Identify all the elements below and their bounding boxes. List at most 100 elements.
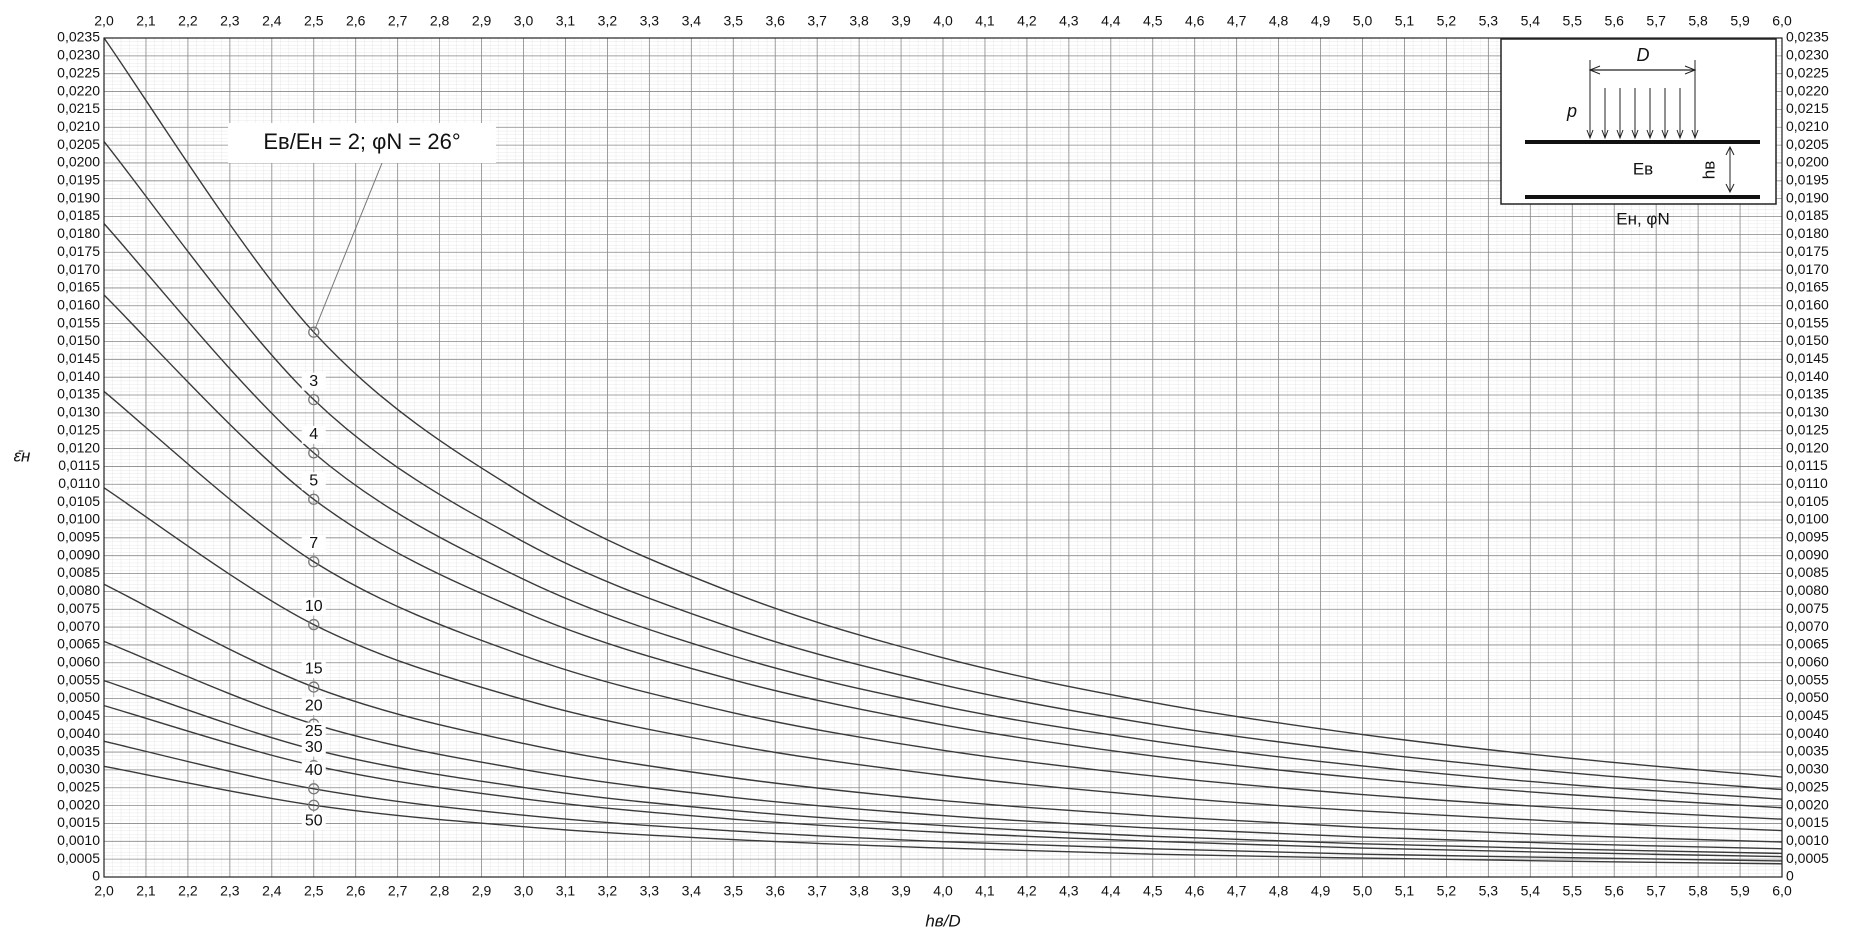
y-tick-label-right: 0,0140 [1786,368,1829,384]
y-tick-label-right: 0,0060 [1786,653,1829,669]
y-tick-label-right: 0,0135 [1786,386,1829,402]
y-tick-label-right: 0,0130 [1786,404,1829,420]
x-tick-label-top: 4,9 [1311,13,1331,29]
y-tick-label: 0,0060 [57,653,100,669]
thickness-arrow [1725,145,1735,194]
curve-marker [308,556,320,568]
y-tick-label: 0,0005 [57,850,100,866]
dimension-arrows [1588,65,1697,75]
y-tick-label: 0,0210 [57,118,100,134]
curve-marker [308,783,320,795]
y-tick-label-right: 0,0225 [1786,64,1829,80]
y-tick-label: 0,0110 [58,475,100,491]
x-tick-label: 2,4 [262,883,282,899]
y-tick-label-right: 0,0215 [1786,100,1829,116]
x-tick-label-top: 4,3 [1059,13,1079,29]
series-label: 15 [305,660,323,677]
x-tick-label-top: 2,5 [304,13,324,29]
x-tick-label-top: 4,7 [1227,13,1247,29]
y-tick-label: 0,0185 [57,207,100,223]
y-tick-label-right: 0,0235 [1786,29,1829,45]
y-tick-label-right: 0,0195 [1786,172,1829,188]
y-tick-label-right: 0,0025 [1786,778,1829,794]
x-tick-label-top: 2,6 [346,13,366,29]
y-tick-label: 0,0015 [57,814,100,830]
x-tick-label-top: 2,3 [220,13,240,29]
y-tick-label: 0,0020 [57,796,100,812]
y-tick-label: 0,0050 [57,689,100,705]
plot-frame [103,37,1783,878]
x-tick-label-top: 4,6 [1185,13,1205,29]
y-tick-label-right: 0,0200 [1786,154,1829,170]
y-tick-label-right: 0,0020 [1786,796,1829,812]
x-tick-label: 4,3 [1059,883,1079,899]
y-tick-label: 0,0115 [58,457,100,473]
y-tick-label: 0,0170 [57,261,100,277]
x-tick-label: 4,1 [975,883,995,899]
y-tick-label: 0,0205 [57,136,100,152]
y-tick-label-right: 0,0110 [1786,475,1828,491]
x-tick-label-top: 2,2 [178,13,198,29]
y-tick-label-right: 0,0055 [1786,671,1829,687]
x-tick-label-top: 5,6 [1604,13,1624,29]
series-label: 50 [305,812,323,829]
inset-diagram: D p Eв hв Eн, φN [1500,38,1777,228]
x-tick-label-top: 2,1 [136,13,156,29]
y-tick-label-right: 0,0180 [1786,225,1829,241]
x-tick-label-top: 3,4 [682,13,702,29]
x-tick-label: 5,8 [1688,883,1708,899]
y-tick-label: 0,0065 [57,636,100,652]
x-tick-label: 6,0 [1772,883,1792,899]
x-tick-label: 5,0 [1353,883,1373,899]
x-tick-label: 2,1 [136,883,156,899]
y-tick-label-right: 0,0050 [1786,689,1829,705]
y-tick-label-right: 0,0085 [1786,564,1829,580]
y-tick-label: 0,0225 [57,64,100,80]
curve [103,487,1783,832]
y-tick-label-right: 0,0090 [1786,546,1829,562]
series-label-bg [301,534,326,553]
series-label-bg [301,660,326,679]
series-label-bg [301,697,326,716]
curve-marker [308,681,320,693]
curve-marker [308,447,320,459]
y-tick-label: 0,0025 [57,778,100,794]
series-label-bg [301,812,326,831]
series-label: 25 [305,723,323,740]
y-axis-title: ε̄н [14,446,31,465]
y-tick-label-right: 0,0045 [1786,707,1829,723]
x-tick-label: 2,6 [346,883,366,899]
series-label: Eв/Eн = 2; φN = 26° [263,129,460,154]
x-tick-label: 3,7 [807,883,827,899]
x-tick-label: 3,9 [891,883,911,899]
x-tick-label-top: 2,0 [94,13,114,29]
x-tick-label: 3,8 [849,883,869,899]
x-tick-label: 5,7 [1646,883,1666,899]
x-tick-label-top: 4,4 [1101,13,1121,29]
x-tick-label-top: 5,9 [1730,13,1750,29]
x-tick-label-top: 5,7 [1646,13,1666,29]
curve [103,640,1783,850]
y-tick-label: 0,0075 [57,600,100,616]
x-tick-label-top: 2,7 [388,13,408,29]
y-tick-label-right: 0,0175 [1786,243,1829,259]
y-tick-label: 0,0125 [57,421,100,437]
y-tick-label: 0,0200 [57,154,100,170]
x-tick-label-top: 2,8 [430,13,450,29]
load-arrows [1586,88,1699,140]
y-tick-label-right: 0,0030 [1786,761,1829,777]
x-tick-label-top: 5,1 [1395,13,1415,29]
y-tick-label-right: 0,0165 [1786,279,1829,295]
inset-frame [1500,38,1777,205]
series-label: 40 [305,762,323,779]
inset-label: Eн, φN [1616,209,1669,228]
series-label: 10 [305,598,323,615]
series-label-bg [301,761,326,780]
y-tick-label: 0,0105 [57,493,100,509]
x-tick-label-top: 5,0 [1353,13,1373,29]
x-tick-label-top: 5,5 [1563,13,1583,29]
x-tick-label: 3,1 [556,883,576,899]
y-tick-label-right: 0,0080 [1786,582,1829,598]
series-label: 30 [305,739,323,756]
